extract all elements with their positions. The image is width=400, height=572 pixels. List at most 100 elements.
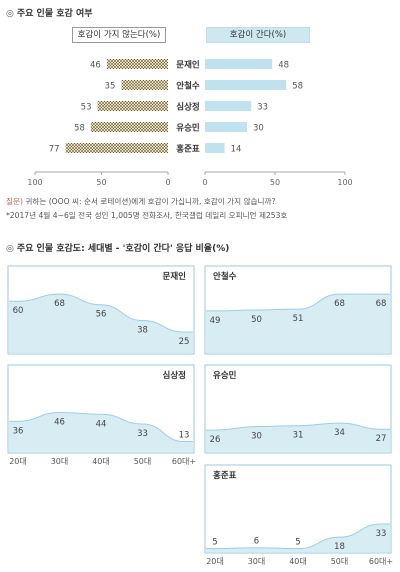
legend-negative: 호감이 가지 않는다(%)	[72, 27, 166, 43]
favorability-bar-chart: 46 문재인 48 35 안철수 58 53 심상정 33 58 유승민 30 77 홍준표 14 100 50…	[27, 59, 353, 187]
value-label-positive: 30	[253, 124, 264, 134]
value-label: 36	[13, 426, 24, 436]
question-note: 질문) 귀하는 (OOO 씨: 순서 로테이션)에게 호감이 가십니까, 호감이…	[6, 196, 276, 207]
bar-negative	[97, 101, 168, 111]
area-line	[9, 412, 193, 443]
value-label-negative: 53	[81, 103, 92, 113]
area-fill	[9, 412, 193, 452]
x-tick-label: 50대	[134, 457, 152, 466]
legend-positive: 호감이 간다(%)	[206, 27, 310, 43]
panel-2: 49 50 51 68 68 안철수	[204, 265, 392, 355]
question-label: 질문)	[6, 197, 23, 206]
area-fill	[9, 294, 193, 353]
section2-title-text: 주요 인물 호감도: 세대별 - '호감이 간다' 응답 비율(%)	[16, 244, 230, 254]
section1-title-text: 주요 인물 호감 여부	[16, 9, 93, 19]
section1-title: ◎ 주요 인물 호감 여부	[6, 6, 93, 19]
value-label: 56	[96, 310, 107, 320]
area-line	[8, 293, 193, 333]
survey-note: *2017년 4월 4~6일 전국 성인 1,005명 전화조사, 한국갤럽 데…	[6, 211, 288, 220]
value-label-positive: 48	[278, 61, 289, 71]
area-fill	[206, 523, 390, 552]
bar-positive	[205, 101, 252, 111]
area-fill	[206, 294, 390, 353]
x-tick-label: 30대	[248, 557, 266, 566]
value-label: 68	[334, 299, 345, 309]
panel-name: 심상정	[163, 370, 186, 381]
x-tick-label: 20대	[9, 457, 27, 466]
area-line	[206, 422, 390, 431]
section2-title: ◎ 주요 인물 호감도: 세대별 - '호감이 간다' 응답 비율(%)	[6, 241, 229, 254]
tick-label-left: 100	[27, 178, 42, 187]
x-tick-label: 60대+	[369, 557, 393, 566]
x-tick-label: 40대	[289, 557, 307, 566]
value-label: 5	[295, 538, 300, 548]
value-label-positive: 58	[292, 82, 303, 92]
panel-5: 5 6 5 18 33 홍준표	[204, 464, 392, 554]
bar-negative	[121, 80, 168, 90]
value-label: 25	[179, 337, 190, 347]
tick-label-left: 50	[96, 178, 106, 187]
panel-3: 36 46 44 33 13 심상정	[7, 364, 195, 454]
area-line	[205, 293, 390, 312]
category-label: 홍준표	[176, 144, 200, 155]
tick-label-right: 100	[337, 178, 352, 187]
bullet-icon: ◎	[6, 244, 14, 254]
panel-name: 유승민	[213, 370, 237, 381]
x-tick-label: 60대+	[172, 457, 196, 466]
tick-label-right: 50	[270, 178, 280, 187]
value-label-positive: 14	[231, 145, 242, 155]
tick-label-left: 0	[165, 178, 170, 187]
value-label: 44	[96, 419, 107, 429]
bar-positive	[205, 143, 225, 153]
panel-1: 60 68 56 38 25 문재인	[7, 265, 195, 355]
value-label: 13	[179, 431, 190, 441]
value-label: 50	[251, 315, 262, 325]
category-label: 심상정	[176, 102, 199, 113]
value-label: 6	[254, 537, 259, 547]
x-tick-label: 30대	[51, 457, 69, 466]
value-label: 34	[334, 428, 345, 438]
bar-positive	[205, 59, 273, 69]
category-label: 문재인	[176, 60, 200, 71]
value-label: 18	[334, 542, 345, 552]
value-label: 33	[137, 429, 148, 439]
value-label: 46	[54, 418, 65, 428]
category-label: 안철수	[176, 81, 200, 92]
question-text: 귀하는 (OOO 씨: 순서 로테이션)에게 호감이 가십니까, 호감이 가지 …	[22, 197, 276, 206]
value-label: 26	[210, 435, 221, 445]
value-label: 30	[251, 432, 262, 442]
category-label: 유승민	[176, 123, 200, 134]
bullet-icon: ◎	[6, 9, 14, 19]
bar-positive	[205, 80, 287, 90]
bar-positive	[205, 122, 247, 132]
area-line	[206, 523, 390, 550]
value-label-negative: 58	[74, 124, 85, 134]
value-label: 60	[13, 306, 24, 316]
bar-negative	[90, 122, 168, 132]
value-label: 38	[137, 326, 148, 336]
value-label: 31	[293, 431, 304, 441]
value-label-positive: 33	[257, 103, 268, 113]
panel-name: 문재인	[163, 271, 187, 282]
x-tick-label: 40대	[92, 457, 110, 466]
value-label: 51	[293, 314, 304, 324]
area-fill	[206, 423, 390, 452]
tick-label-right: 0	[202, 178, 207, 187]
panel-4: 26 30 31 34 27 유승민	[204, 364, 392, 454]
value-label-negative: 46	[90, 61, 101, 71]
bar-negative	[65, 143, 168, 153]
value-label: 5	[212, 538, 217, 548]
x-tick-label: 50대	[331, 557, 349, 566]
value-label: 68	[54, 299, 65, 309]
x-tick-label: 20대	[206, 557, 224, 566]
value-label-negative: 35	[105, 82, 116, 92]
bar-negative	[106, 59, 168, 69]
panel-name: 홍준표	[213, 470, 237, 481]
value-label: 68	[376, 299, 387, 309]
value-label: 33	[376, 529, 387, 539]
panel-name: 안철수	[213, 271, 237, 282]
value-label: 27	[376, 434, 387, 444]
value-label-negative: 77	[49, 145, 60, 155]
value-label: 49	[210, 316, 221, 326]
